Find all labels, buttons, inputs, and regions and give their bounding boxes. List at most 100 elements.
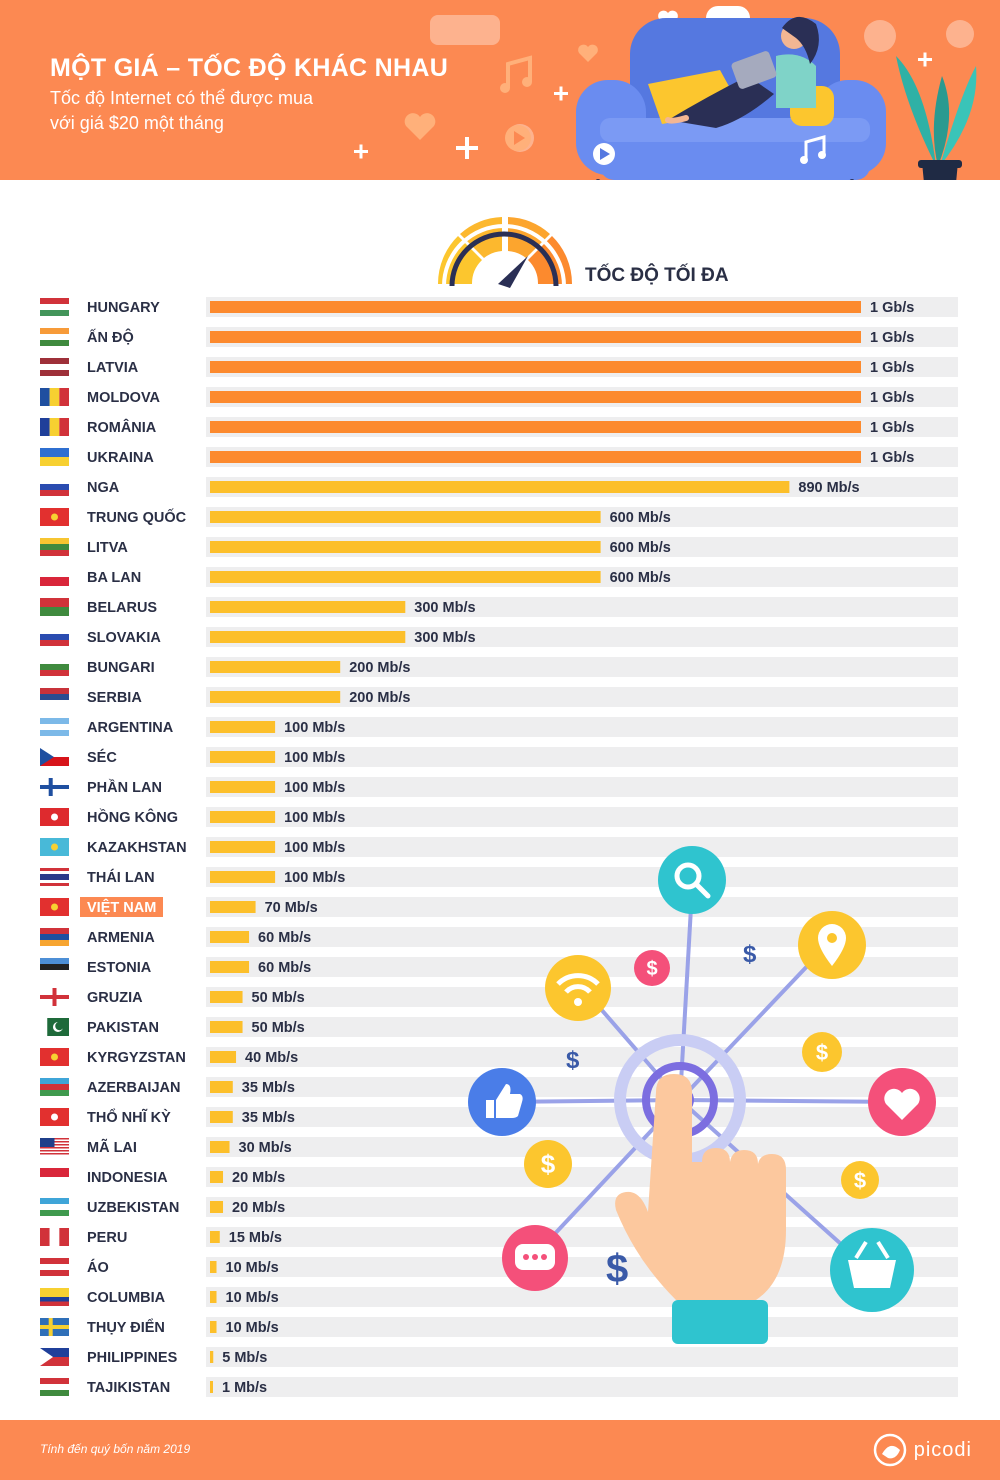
category-label: KYRGYZSTAN — [87, 1050, 186, 1066]
brand-name: picodi — [913, 1438, 972, 1461]
category-label: VIỆT NAM — [87, 898, 156, 916]
bar-track — [206, 927, 958, 947]
chart-title: TỐC ĐỘ TỐI ĐA — [585, 265, 729, 286]
flag-icon — [40, 328, 69, 346]
category-label: PHẦN LAN — [87, 779, 162, 796]
svg-text:$: $ — [854, 1168, 866, 1193]
music-note-icon — [506, 55, 532, 88]
value-label: 10 Mb/s — [226, 1320, 279, 1336]
value-label: 1 Gb/s — [870, 450, 914, 466]
footer: Tính đến quý bốn năm 2019 picodi — [0, 1420, 1000, 1480]
flag-icon — [40, 1378, 69, 1396]
flag-icon — [40, 718, 69, 736]
value-label: 30 Mb/s — [239, 1140, 292, 1156]
bar-track — [206, 1347, 958, 1367]
category-label: ẤN ĐỘ — [87, 328, 134, 346]
flag-icon — [40, 1138, 69, 1156]
bar — [210, 1351, 214, 1363]
value-label: 1 Mb/s — [222, 1380, 267, 1396]
bar — [210, 901, 256, 913]
search-icon — [658, 846, 726, 914]
value-label: 1 Gb/s — [870, 360, 914, 376]
bar-track — [206, 747, 958, 767]
bar — [210, 331, 861, 343]
category-label: BUNGARI — [87, 660, 155, 676]
flag-icon — [40, 1228, 69, 1246]
value-label: 1 Gb/s — [870, 420, 914, 436]
svg-text:$: $ — [646, 958, 657, 980]
flag-icon — [40, 1078, 69, 1096]
bar — [210, 1261, 217, 1273]
category-label: BELARUS — [87, 600, 157, 616]
value-label: 50 Mb/s — [252, 990, 305, 1006]
bar — [210, 841, 276, 853]
value-label: 35 Mb/s — [242, 1080, 295, 1096]
value-label: 200 Mb/s — [349, 660, 410, 676]
bar-track — [206, 1287, 958, 1307]
value-label: 50 Mb/s — [252, 1020, 305, 1036]
flag-icon — [40, 538, 69, 556]
bar-track — [206, 1017, 958, 1037]
bar-track — [206, 717, 958, 737]
bar — [210, 931, 250, 943]
value-label: 10 Mb/s — [226, 1290, 279, 1306]
value-label: 70 Mb/s — [265, 900, 318, 916]
value-label: 10 Mb/s — [226, 1260, 279, 1276]
bar — [210, 871, 276, 883]
value-labels: 1 Gb/s 1 Gb/s 1 Gb/s 1 Gb/s 1 Gb/s 1 Gb/s 890 … — [222, 300, 914, 1396]
category-label: HUNGARY — [87, 300, 160, 316]
value-label: 20 Mb/s — [232, 1170, 285, 1186]
bar — [210, 721, 276, 733]
header-illustration — [354, 4, 977, 180]
value-label: 600 Mb/s — [610, 540, 671, 556]
header-banner: MỘT GIÁ – TỐC ĐỘ KHÁC NHAU Tốc độ Intern… — [0, 0, 1000, 180]
plant — [896, 56, 977, 180]
flag-icon — [40, 508, 69, 526]
value-label: 1 Gb/s — [870, 390, 914, 406]
category-label: TRUNG QUỐC — [87, 508, 187, 526]
bar-track — [206, 657, 958, 677]
page-title: MỘT GIÁ – TỐC ĐỘ KHÁC NHAU — [50, 54, 449, 82]
category-label: LATVIA — [87, 360, 139, 376]
category-label: UKRAINA — [87, 450, 154, 466]
bar — [210, 301, 861, 313]
flag-icon — [40, 358, 69, 376]
bar-track — [206, 1377, 958, 1397]
category-label: ARMENIA — [87, 930, 155, 946]
value-label: 20 Mb/s — [232, 1200, 285, 1216]
bar-track — [206, 777, 958, 797]
bar — [210, 691, 341, 703]
category-labels: HUNGARY ẤN ĐỘ LATVIA MOLDOVA ROMÂNIA UKRAINA N… — [80, 300, 187, 1396]
bar — [210, 1081, 233, 1093]
dollar-sign-icon: $ — [743, 941, 757, 968]
value-label: 60 Mb/s — [258, 960, 311, 976]
category-label: AZERBAIJAN — [87, 1080, 180, 1096]
bar — [210, 421, 861, 433]
category-label: INDONESIA — [87, 1170, 168, 1186]
value-label: 1 Gb/s — [870, 300, 914, 316]
bar — [210, 751, 276, 763]
dollar-coin-icon — [524, 1140, 572, 1188]
plus-icons — [354, 52, 932, 159]
subtitle-line-2: với giá $20 một tháng — [50, 113, 224, 133]
category-label: SLOVAKIA — [87, 630, 161, 646]
network-illustration: $ $ $ $ $ $ $ — [468, 846, 936, 1344]
category-label: ÁO — [87, 1259, 109, 1276]
category-label: ARGENTINA — [87, 720, 174, 736]
bar — [210, 1021, 243, 1033]
category-label: SERBIA — [87, 690, 142, 706]
highlight-box — [80, 897, 163, 917]
heart-icon — [404, 113, 436, 140]
category-label: SÉC — [87, 749, 117, 766]
value-label: 890 Mb/s — [798, 480, 859, 496]
flag-icon — [40, 658, 69, 676]
bar-track — [206, 1317, 958, 1337]
category-label: COLUMBIA — [87, 1290, 166, 1306]
category-label: PERU — [87, 1230, 127, 1246]
value-label: 15 Mb/s — [229, 1230, 282, 1246]
brand-logo[interactable]: picodi — [872, 1432, 972, 1468]
value-label: 100 Mb/s — [284, 750, 345, 766]
flag-icon — [40, 1168, 69, 1186]
bars — [210, 301, 861, 1393]
bar-track — [206, 687, 958, 707]
